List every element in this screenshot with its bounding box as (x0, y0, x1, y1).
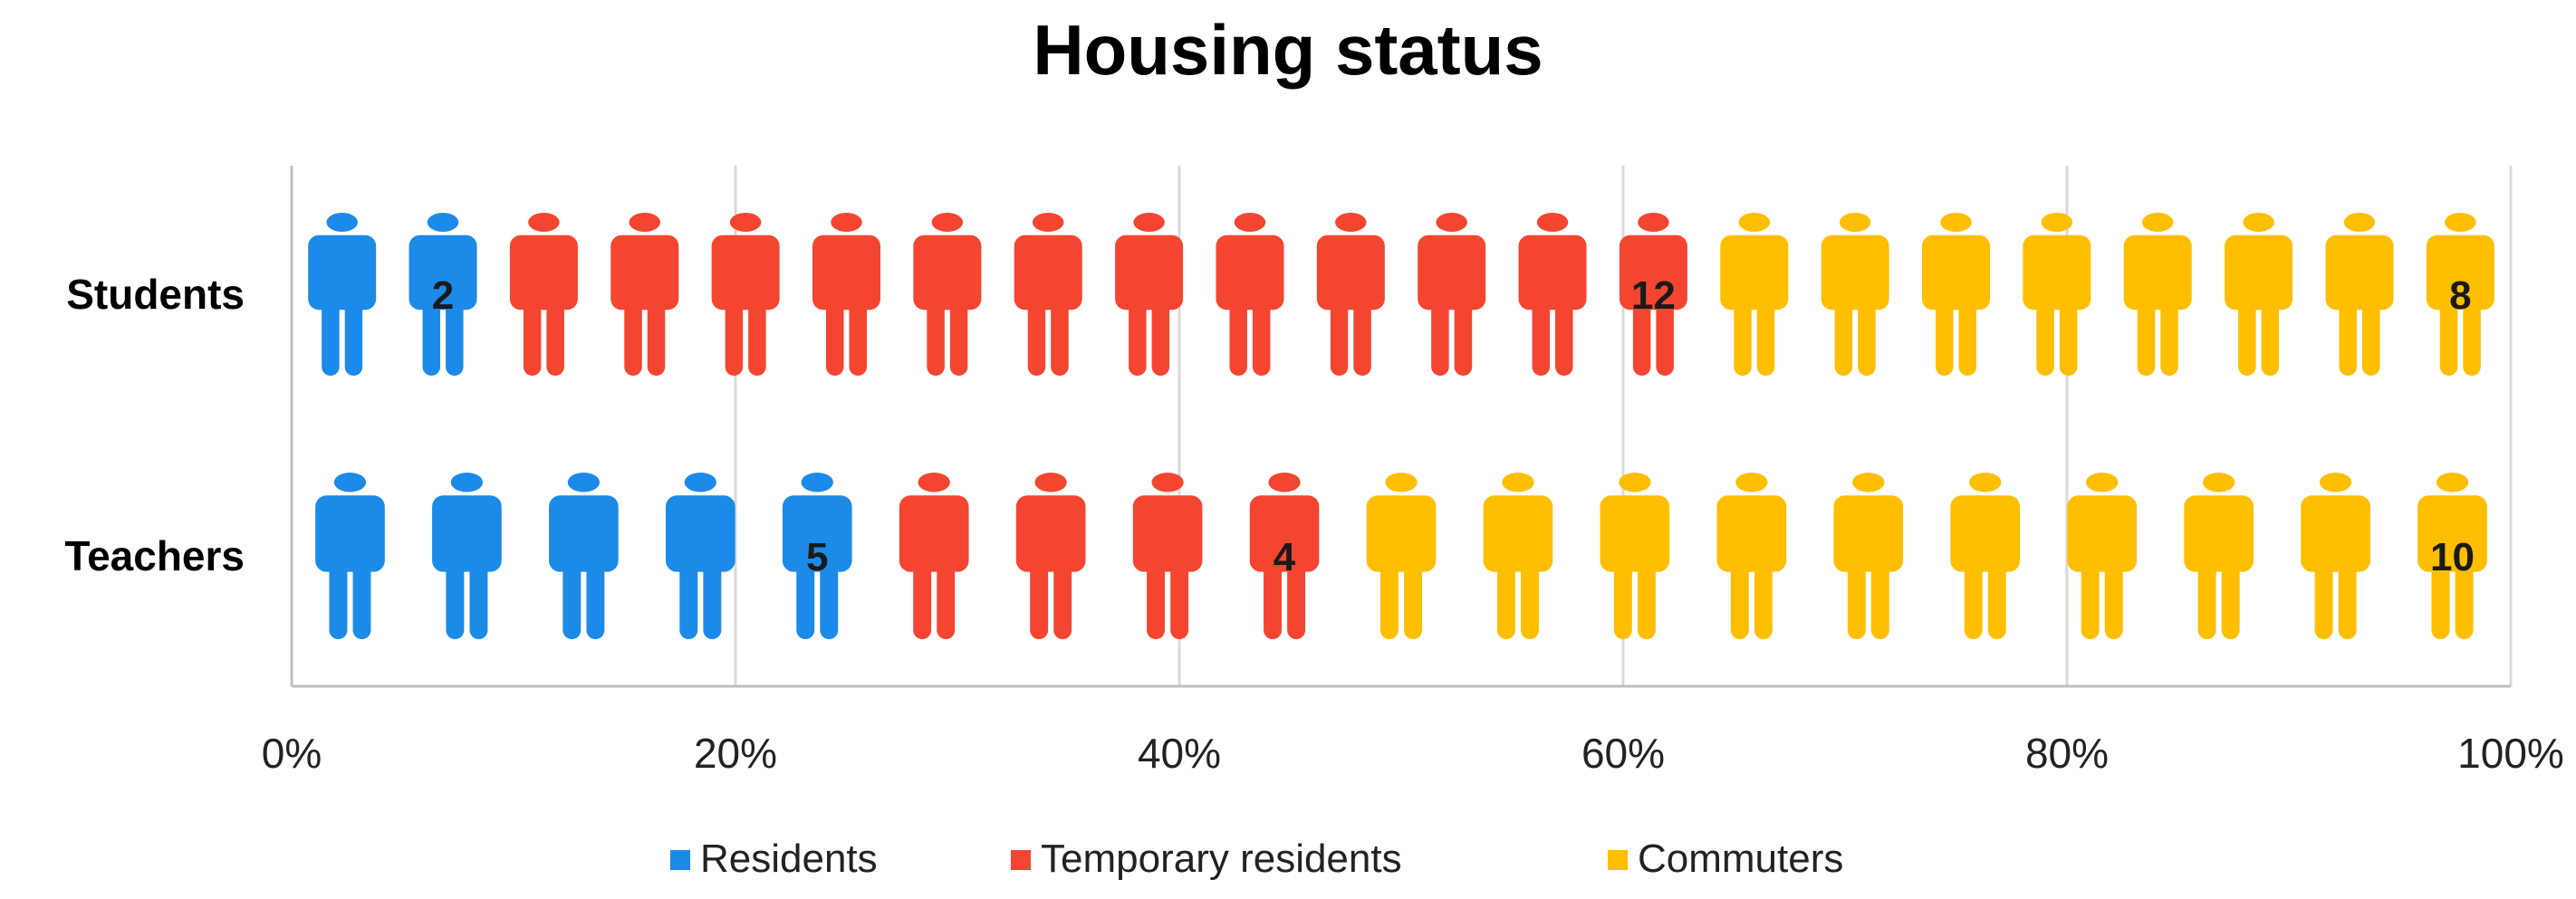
person-icon (1216, 213, 1284, 376)
person-icon (308, 213, 377, 376)
x-tick-labels: 0% 20% 40% 60% 80% 100% (262, 730, 2564, 777)
legend-swatch (670, 850, 690, 870)
category-label: Students (66, 271, 245, 318)
legend-label: Commuters (1638, 837, 1843, 881)
person-icon (315, 473, 385, 639)
person-icon (2123, 213, 2192, 376)
data-label: 12 (1631, 273, 1676, 318)
person-icon (2023, 213, 2091, 376)
person-icon (2225, 213, 2293, 376)
legend-item-residents: Residents (670, 837, 878, 881)
person-icon (1716, 473, 1787, 639)
x-tick-label: 100% (2457, 730, 2564, 777)
person-icon (432, 473, 502, 639)
x-tick-label: 40% (1138, 730, 1221, 777)
legend-swatch (1608, 850, 1628, 870)
bar-segment-commuters (1720, 213, 2494, 376)
person-icon (1132, 473, 1203, 639)
person-icon (1014, 213, 1082, 376)
person-icon (1015, 473, 1086, 639)
value-labels: 2 12 8 5 4 10 (432, 273, 2475, 579)
person-icon (1483, 473, 1553, 639)
person-icon (1950, 473, 2021, 639)
data-label: 8 (2449, 273, 2471, 318)
person-icon (1600, 473, 1670, 639)
category-label: Teachers (64, 532, 245, 579)
person-icon (610, 213, 679, 376)
person-icon (2325, 213, 2394, 376)
person-icon (2067, 473, 2138, 639)
person-icon (1720, 213, 1789, 376)
person-icon (549, 473, 619, 639)
legend-label: Temporary residents (1041, 837, 1402, 881)
person-icon (665, 473, 735, 639)
person-icon (1518, 213, 1587, 376)
data-label: 10 (2430, 535, 2475, 579)
person-icon (913, 213, 982, 376)
person-icon (1418, 213, 1486, 376)
data-label: 4 (1274, 535, 1296, 579)
pictograph-bars (308, 213, 2494, 639)
person-icon (812, 213, 881, 376)
legend: Residents Temporary residents Commuters (670, 837, 1843, 881)
person-icon (1316, 213, 1385, 376)
person-icon (509, 213, 578, 376)
category-labels: Students Teachers (64, 271, 245, 579)
person-icon (1115, 213, 1184, 376)
x-tick-label: 60% (1581, 730, 1665, 777)
person-icon (1922, 213, 1991, 376)
bar-segment-residents (315, 473, 852, 639)
data-label: 5 (806, 535, 828, 579)
x-tick-label: 80% (2025, 730, 2109, 777)
x-tick-label: 20% (694, 730, 777, 777)
legend-item-temporary-residents: Temporary residents (1011, 837, 1402, 881)
person-icon (899, 473, 969, 639)
data-label: 2 (432, 273, 454, 318)
person-icon (2184, 473, 2254, 639)
person-icon (711, 213, 780, 376)
bar-segment-temporary-residents (509, 213, 1687, 376)
person-icon (1833, 473, 1904, 639)
legend-label: Residents (700, 837, 878, 881)
axes (290, 166, 2511, 688)
bar-segment-temporary-residents (899, 473, 1320, 639)
chart-title: Housing status (1033, 10, 1543, 90)
legend-item-commuters: Commuters (1608, 837, 1843, 881)
person-icon (1821, 213, 1889, 376)
x-tick-label: 0% (262, 730, 322, 777)
legend-swatch (1011, 850, 1031, 870)
person-icon (2301, 473, 2370, 639)
person-icon (1366, 473, 1437, 639)
bar-segment-commuters (1366, 473, 2487, 639)
